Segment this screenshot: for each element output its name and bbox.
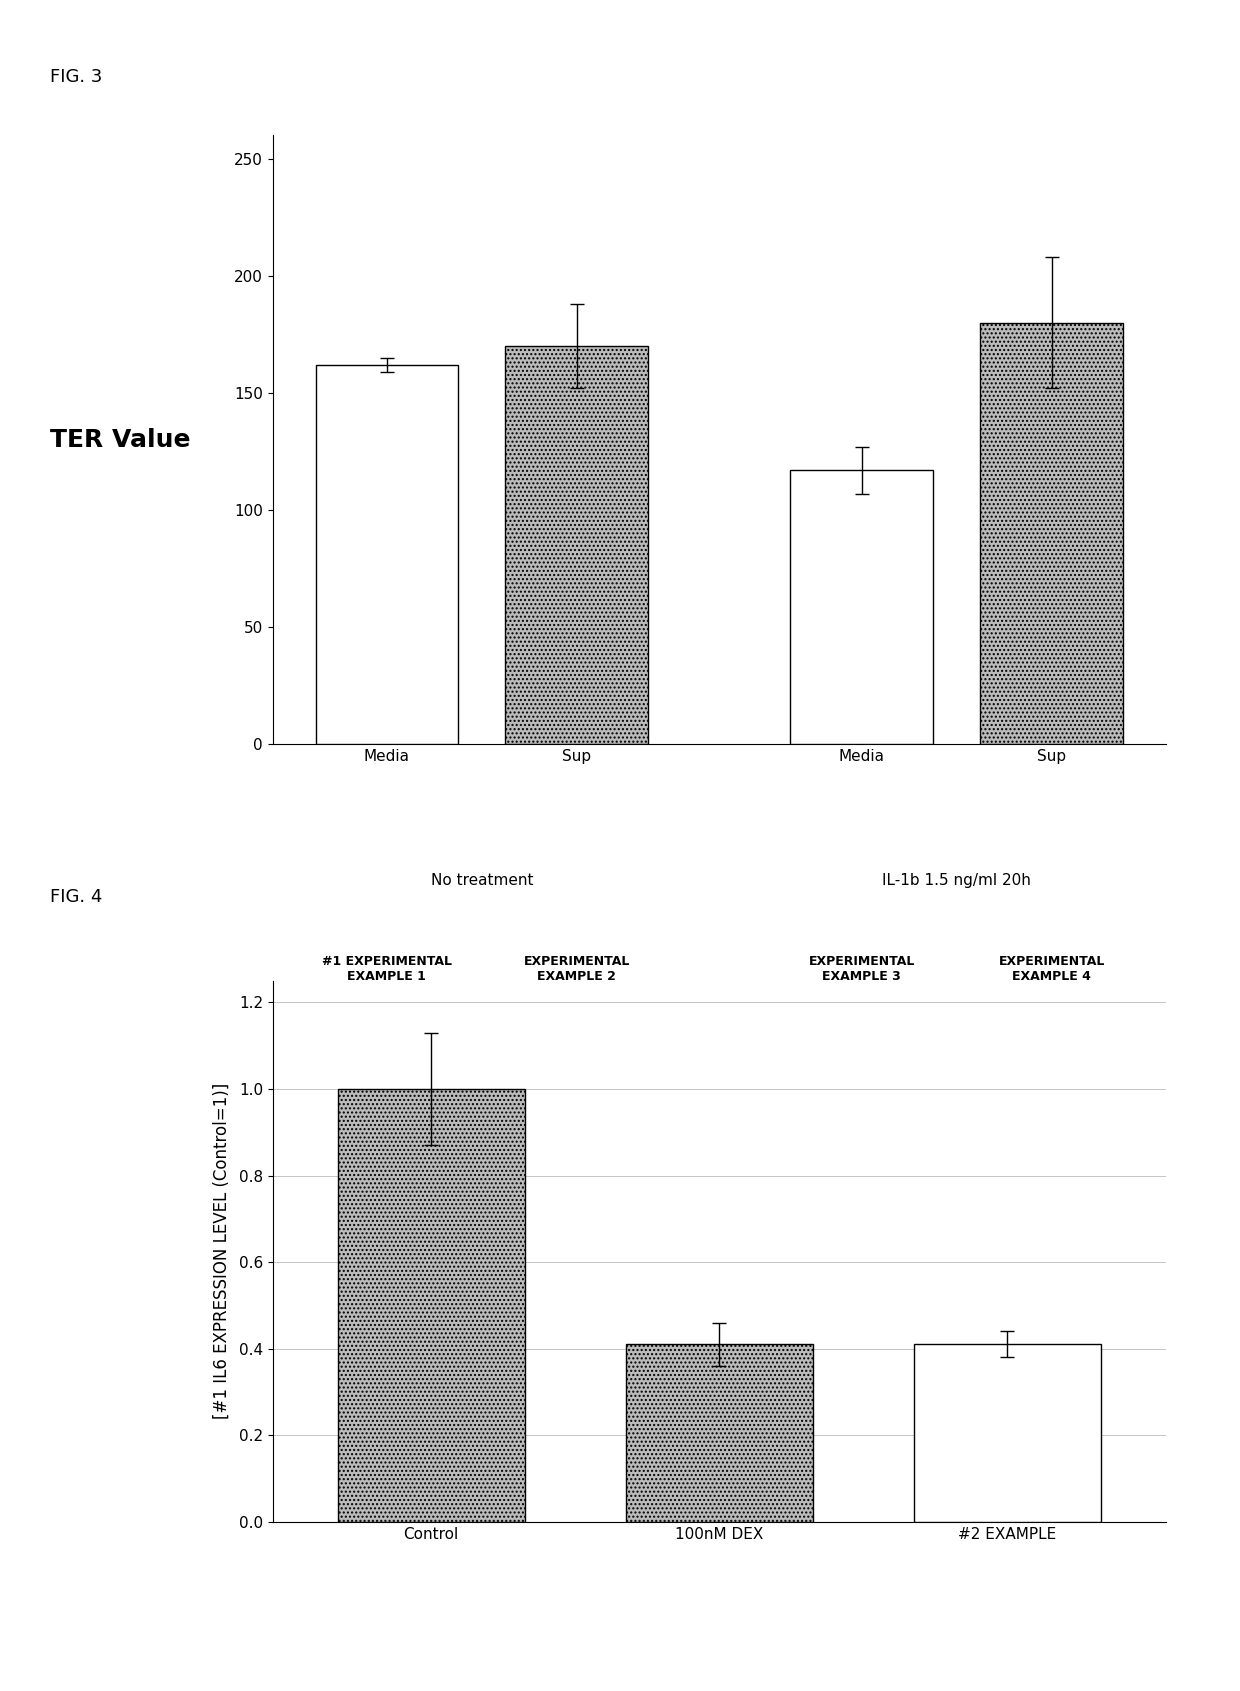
Bar [337, 1089, 525, 1522]
Bar [981, 323, 1123, 744]
Y-axis label: [#1 IL6 EXPRESSION LEVEL (Control=1)]: [#1 IL6 EXPRESSION LEVEL (Control=1)] [212, 1084, 231, 1419]
Text: No treatment: No treatment [430, 873, 533, 888]
Bar [315, 365, 458, 744]
Bar [790, 470, 932, 744]
Text: TER Value: TER Value [50, 428, 190, 451]
Text: EXPERIMENTAL
EXAMPLE 2: EXPERIMENTAL EXAMPLE 2 [523, 955, 630, 982]
Bar [626, 1344, 812, 1522]
Text: IL-1b 1.5 ng/ml 20h: IL-1b 1.5 ng/ml 20h [882, 873, 1032, 888]
Bar [914, 1344, 1101, 1522]
Text: EXPERIMENTAL
EXAMPLE 4: EXPERIMENTAL EXAMPLE 4 [998, 955, 1105, 982]
Bar [506, 347, 649, 744]
Text: FIG. 4: FIG. 4 [50, 888, 102, 906]
Text: #1 EXPERIMENTAL
EXAMPLE 1: #1 EXPERIMENTAL EXAMPLE 1 [321, 955, 451, 982]
Text: FIG. 3: FIG. 3 [50, 68, 102, 86]
Text: EXPERIMENTAL
EXAMPLE 3: EXPERIMENTAL EXAMPLE 3 [808, 955, 915, 982]
